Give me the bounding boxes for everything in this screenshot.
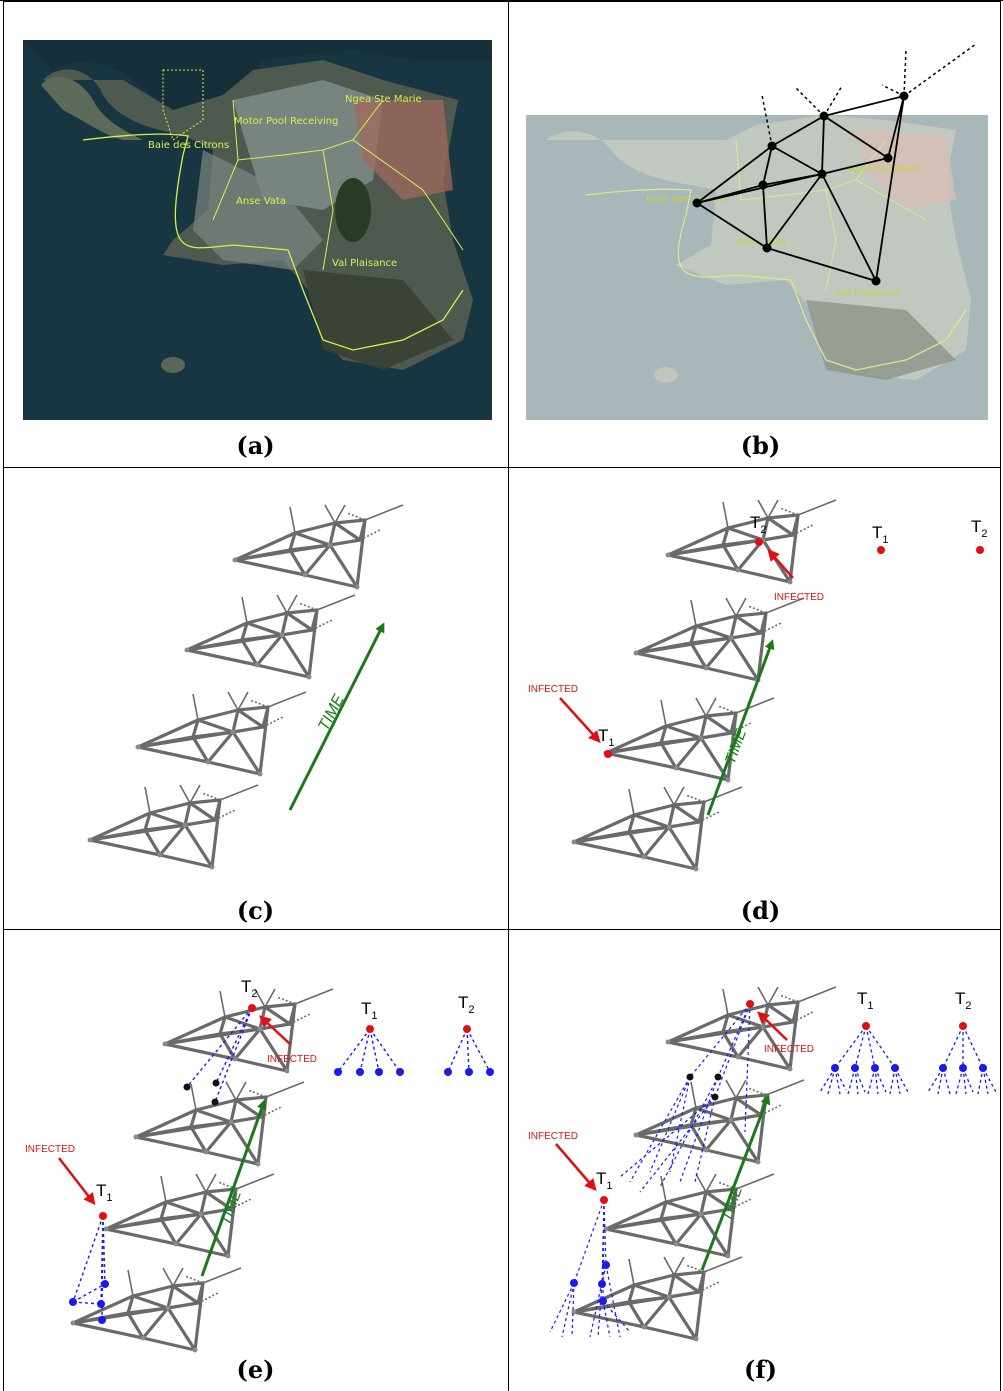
panel-b-map-network: Ngea Ste Marie Baie des Citrons Anse Vat… xyxy=(526,43,988,420)
tree-t1: T1 xyxy=(334,999,404,1076)
time-label: TIME xyxy=(722,726,751,766)
legend-t2-label: T2 xyxy=(971,517,988,540)
infected-label-t2: INFECTED xyxy=(267,1054,317,1065)
infected-label-t1: INFECTED xyxy=(25,1144,75,1155)
border-row-1 xyxy=(3,467,1001,468)
t2-label: T2 xyxy=(241,977,258,1000)
panel-d-infection: TIME INFECTED INFECTED T1 T2 T1 T2 xyxy=(528,498,988,874)
blue-nodes xyxy=(69,1280,109,1324)
network-layer-2 xyxy=(601,696,776,785)
caption-e: (e) xyxy=(236,1355,275,1384)
infected-arrow-t2 xyxy=(757,1011,788,1041)
tree-t1-label: T1 xyxy=(857,989,874,1012)
legend-t1-node xyxy=(877,546,885,554)
network-layer-2 xyxy=(101,1172,276,1261)
t1-label: T1 xyxy=(598,726,615,749)
infected-label-t2: INFECTED xyxy=(774,592,824,603)
caption-f: (f) xyxy=(743,1355,778,1384)
network-layer-4 xyxy=(663,985,838,1074)
infected-label-t2: INFECTED xyxy=(764,1044,814,1055)
map-b-label-val-plaisance: Val Plaisance xyxy=(836,288,901,299)
tree-t2-label: T2 xyxy=(955,989,972,1012)
map-label-anse-vata: Anse Vata xyxy=(236,196,286,207)
infected-node-t2 xyxy=(248,1004,256,1012)
map-label-motor-pool: Motor Pool Receiving xyxy=(234,116,338,127)
tree-t1: T1 xyxy=(819,989,909,1095)
network-layer-2 xyxy=(601,1172,776,1261)
map-label-baie: Baie des Citrons xyxy=(148,140,229,151)
network-layer-3 xyxy=(182,593,357,682)
infected-label-t1: INFECTED xyxy=(528,1131,578,1142)
tree-t2-label: T2 xyxy=(458,993,475,1016)
t1-label: T1 xyxy=(596,1169,613,1192)
intermediate-nodes xyxy=(183,1079,220,1106)
network-layer-1 xyxy=(569,1255,744,1344)
network-layer-1 xyxy=(68,1266,243,1355)
network-layer-1 xyxy=(85,783,260,872)
intermediate-nodes xyxy=(686,1073,722,1101)
network-nodes xyxy=(692,91,909,286)
border-left xyxy=(3,1,4,1391)
map-label-val-plaisance: Val Plaisance xyxy=(332,258,397,269)
time-arrow xyxy=(288,622,385,811)
blue-nodes xyxy=(570,1261,610,1305)
panel-e-spread-trees: TIME INFECTED INFECTED T1 T2 T1 T2 xyxy=(25,977,494,1355)
time-arrow xyxy=(700,1094,771,1271)
network-layer-1 xyxy=(569,785,744,874)
tree-t1-label: T1 xyxy=(361,999,378,1022)
infected-arrow-t1 xyxy=(555,1143,597,1192)
infected-node-t2 xyxy=(755,538,763,546)
network-dangling-edges xyxy=(761,43,977,147)
infected-node-t1 xyxy=(604,750,612,758)
infected-node-t1 xyxy=(99,1212,107,1220)
t1-label: T1 xyxy=(96,1181,113,1204)
map-b-label-ngea: Ngea Ste Marie xyxy=(846,164,923,175)
border-right xyxy=(1000,1,1001,1391)
network-layer-4 xyxy=(230,503,405,592)
infected-label-t1: INFECTED xyxy=(528,684,578,695)
panel-f-multilevel-trees: TIME INFECTED INFECTED T1 T1 T2 xyxy=(528,985,997,1344)
caption-c: (c) xyxy=(236,896,275,925)
infected-arrow-t2 xyxy=(767,549,794,579)
network-layer-3 xyxy=(131,1080,306,1169)
map-b-label-anse-vata: Anse Vata xyxy=(736,237,786,248)
network-layer-3 xyxy=(631,596,806,685)
border-row-2 xyxy=(3,929,1001,930)
infected-arrow-t1 xyxy=(559,697,601,743)
spread-edges xyxy=(72,1007,253,1321)
legend-t2-node xyxy=(976,546,984,554)
panel-c-time-layers: TIME xyxy=(85,503,405,872)
infected-node-t2 xyxy=(746,1000,754,1008)
panel-a-satellite-map: Motor Pool Receiving Ngea Ste Marie Baie… xyxy=(23,40,492,420)
tree-t2: T2 xyxy=(927,989,997,1095)
infected-node-t1 xyxy=(600,1196,608,1204)
caption-d: (d) xyxy=(740,896,781,925)
time-label: TIME xyxy=(217,1187,246,1227)
time-arrow xyxy=(200,1099,267,1277)
infected-arrow-t1 xyxy=(58,1157,96,1206)
network-edges xyxy=(696,95,905,282)
caption-b: (b) xyxy=(740,431,781,460)
t2-label: T2 xyxy=(750,513,767,536)
network-layer-2 xyxy=(133,690,308,779)
map-b-label-baie: Baie des Citrons xyxy=(646,194,727,205)
tree-t2: T2 xyxy=(444,993,494,1076)
infected-arrow-t2 xyxy=(259,1015,291,1045)
time-arrow xyxy=(706,639,775,816)
border-top xyxy=(3,1,1001,2)
caption-a: (a) xyxy=(236,431,275,460)
map-label-ngea: Ngea Ste Marie xyxy=(345,94,422,105)
time-label: TIME xyxy=(315,692,348,734)
legend-t1-label: T1 xyxy=(872,523,889,546)
border-middle xyxy=(508,1,509,1391)
spread-edges xyxy=(549,1003,751,1338)
